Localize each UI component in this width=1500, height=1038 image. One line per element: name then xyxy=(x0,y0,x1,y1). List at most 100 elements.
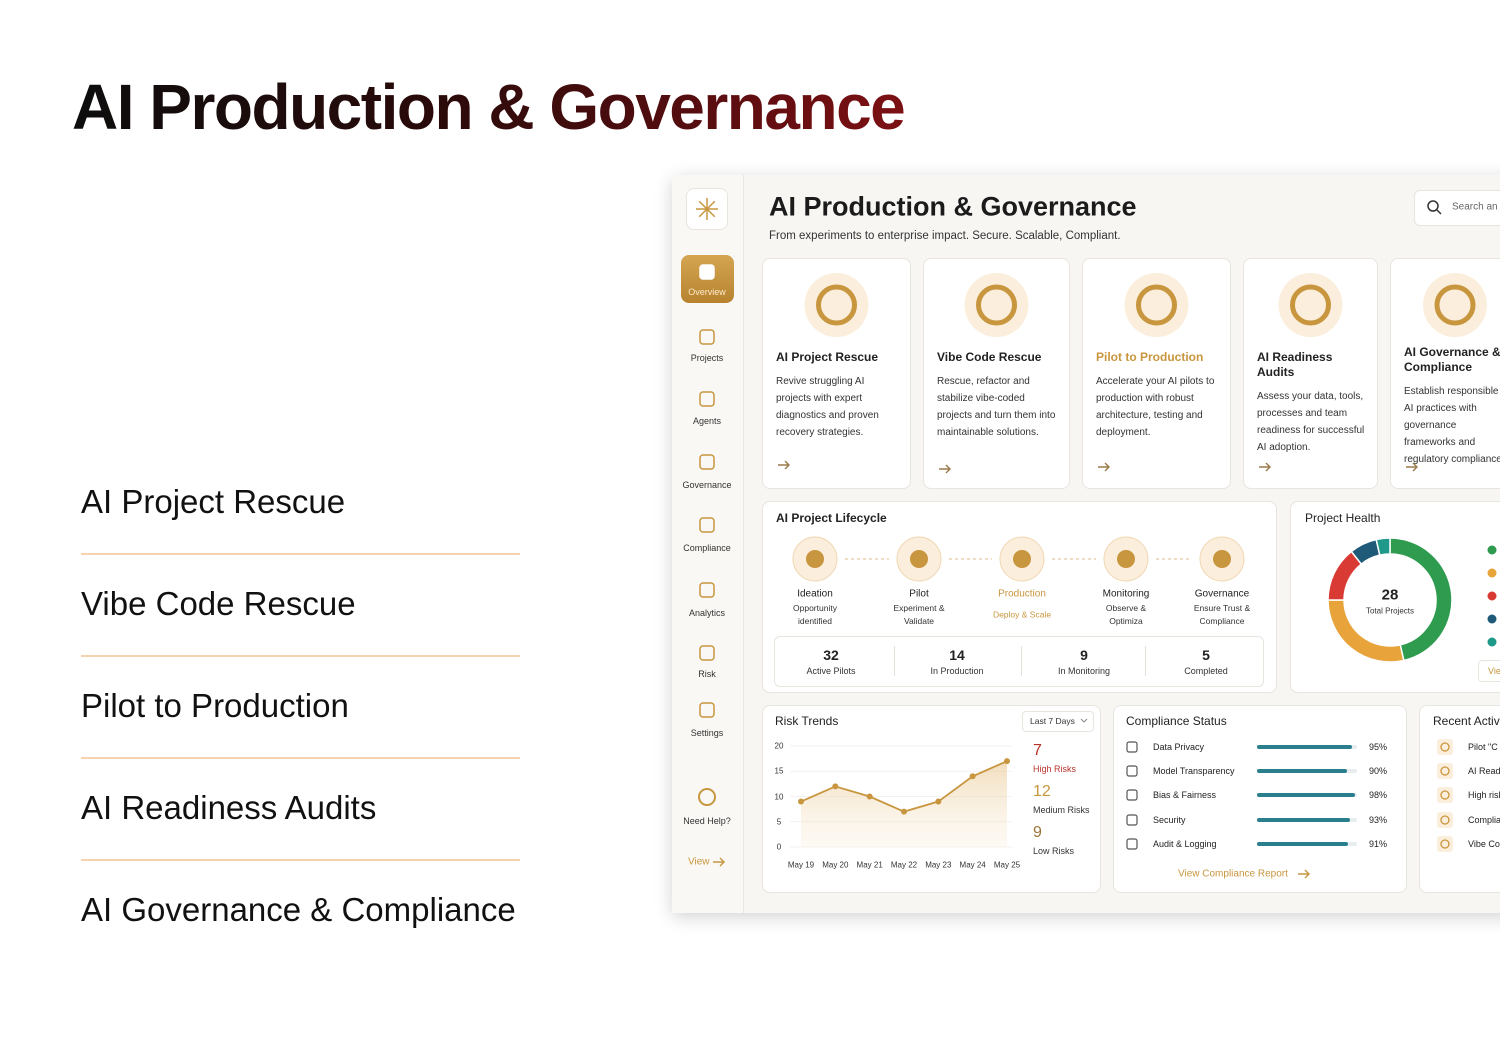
legend-dot xyxy=(1487,545,1497,555)
view-link[interactable]: View xyxy=(688,856,710,868)
service-item: Pilot to Production xyxy=(81,687,349,724)
compliance-panel xyxy=(1113,705,1407,893)
stage-detail: Opportunity identified xyxy=(793,603,837,626)
compliance-name: Security xyxy=(1153,815,1186,825)
sidebar-item[interactable]: Projects xyxy=(690,353,724,363)
sidebar-icon xyxy=(699,454,715,470)
sidebar-item[interactable]: Agents xyxy=(692,416,722,426)
divider xyxy=(81,757,520,759)
range-dropdown[interactable] xyxy=(1022,711,1094,732)
sidebar-icon xyxy=(699,645,715,661)
dashboard-subtitle: From experiments to enterprise impact. S… xyxy=(769,230,1121,242)
sidebar-icon xyxy=(699,264,715,280)
compliance-icon xyxy=(1126,838,1138,850)
help-icon xyxy=(698,788,716,806)
sidebar-item[interactable]: Settings xyxy=(690,728,724,738)
point xyxy=(866,793,873,800)
range-label[interactable]: Last 7 Days xyxy=(1030,716,1075,726)
compliance-icon xyxy=(1126,741,1138,753)
card-content: AI Governance & Compliance Establish resp… xyxy=(1404,345,1500,468)
pie-slice xyxy=(1389,537,1453,662)
stat-divider xyxy=(1020,646,1022,676)
panel-title: Compliance Status xyxy=(1126,714,1227,728)
card-icon xyxy=(1290,284,1331,326)
sidebar-item[interactable]: Governance xyxy=(682,480,732,490)
sidebar-icon xyxy=(699,329,715,345)
stat-label: In Monitoring xyxy=(1057,666,1111,676)
compliance-icon xyxy=(1126,789,1138,801)
logo-icon xyxy=(698,200,708,210)
service-card xyxy=(762,258,911,489)
activity-icon xyxy=(1440,742,1450,752)
compliance-icon xyxy=(1126,814,1138,826)
stage-icon xyxy=(1117,550,1135,568)
stat-value: 9 xyxy=(1080,647,1088,663)
legend-dot xyxy=(1487,568,1497,578)
legend-dot xyxy=(1487,637,1497,647)
activity-icon xyxy=(1437,836,1453,852)
sidebar-item[interactable]: Compliance xyxy=(683,543,731,553)
search-input[interactable]: Search an xyxy=(1452,201,1498,213)
x-tick-label: May 23 xyxy=(925,860,952,870)
view-button[interactable] xyxy=(1478,660,1500,682)
compliance-value: 90% xyxy=(1369,766,1388,776)
arrow-icon xyxy=(1298,869,1310,879)
stat-divider xyxy=(894,646,895,676)
stage-detail: Observe & Optimiza xyxy=(1105,603,1147,626)
recent-panel xyxy=(1419,705,1500,893)
arrow-icon xyxy=(939,464,951,474)
view-button-label[interactable]: Vie xyxy=(1488,666,1500,676)
y-tick-label: 10 xyxy=(774,792,784,801)
stage-icon xyxy=(1013,550,1031,568)
risk-label: Medium Risks xyxy=(1033,805,1090,815)
stage-detail: Experiment & Validate xyxy=(893,603,945,626)
bar xyxy=(1257,818,1350,822)
logo-icon xyxy=(706,200,716,210)
x-tick-label: May 25 xyxy=(993,860,1021,870)
sidebar-item[interactable]: Analytics xyxy=(688,608,726,618)
stat-label: Active Pilots xyxy=(806,666,856,676)
card-content: Pilot to Production Accelerate your AI pi… xyxy=(1096,350,1221,441)
sidebar-item[interactable]: Overview xyxy=(688,287,726,297)
y-tick-label: 0 xyxy=(776,842,782,852)
stage-icon xyxy=(910,550,928,568)
pie-slice xyxy=(1375,537,1391,557)
search-icon xyxy=(1427,200,1439,212)
panel-title: Risk Trends xyxy=(775,714,839,728)
arrow-icon xyxy=(1406,462,1418,472)
activity-icon xyxy=(1437,739,1453,755)
sidebar-icon xyxy=(699,582,715,598)
card-icon xyxy=(804,273,869,337)
activity-icon xyxy=(1440,790,1450,800)
bar xyxy=(1257,745,1352,749)
activity-item: Vibe Co xyxy=(1468,839,1500,849)
card-icon xyxy=(964,273,1029,337)
card-text: Rescue, refactor and stabilize vibe-code… xyxy=(937,376,1056,438)
divider xyxy=(81,655,520,657)
card-icon xyxy=(1136,284,1177,326)
compliance-name: Model Transparency xyxy=(1153,766,1235,776)
stat-value: 5 xyxy=(1202,647,1210,663)
arrow-icon xyxy=(713,857,725,867)
compliance-value: 98% xyxy=(1369,790,1388,800)
sidebar-item[interactable]: Risk xyxy=(698,669,716,679)
activity-icon xyxy=(1437,763,1453,779)
x-tick-label: May 20 xyxy=(822,860,849,870)
card-icon xyxy=(1434,284,1476,326)
stage-icon xyxy=(1213,550,1231,568)
stage-name: Production xyxy=(998,588,1046,600)
logo-icon xyxy=(706,208,716,218)
service-item: Vibe Code Rescue xyxy=(81,585,356,622)
service-item: AI Project Rescue xyxy=(81,483,346,520)
divider xyxy=(81,553,520,555)
card-icon xyxy=(816,284,857,326)
card-text: Revive struggling AI projects with exper… xyxy=(776,376,879,438)
service-item: AI Readiness Audits xyxy=(81,789,377,826)
compliance-link[interactable]: View Compliance Report xyxy=(1178,868,1288,880)
point xyxy=(798,798,804,805)
card-text: Assess your data, tools, processes and t… xyxy=(1257,391,1365,453)
x-tick-label: May 24 xyxy=(959,860,986,870)
stage-name: Ideation xyxy=(797,588,833,600)
